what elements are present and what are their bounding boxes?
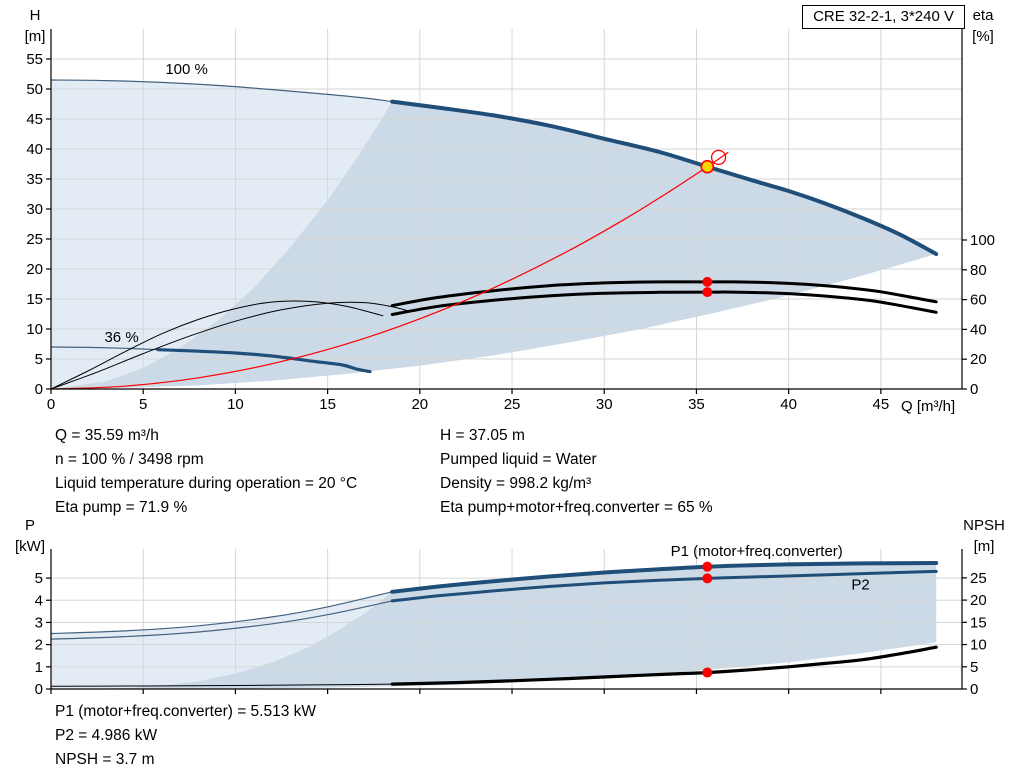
- y-left-tick-label: 35: [26, 171, 43, 188]
- pump-model-title: CRE 32-2-1, 3*240 V: [802, 5, 965, 29]
- operating-point-info-left: Q = 35.59 m³/h n = 100 % / 3498 rpm Liqu…: [55, 424, 357, 520]
- y-left-tick-label: 0: [35, 681, 43, 698]
- p1-point: [702, 561, 713, 572]
- x-tick-label: 25: [504, 396, 521, 413]
- eta-pump-point: [702, 276, 713, 287]
- y-left-tick-label: 30: [26, 201, 43, 218]
- npsh-axis-unit: [m]: [973, 538, 995, 555]
- power-npsh-info: P1 (motor+freq.converter) = 5.513 kW P2 …: [55, 700, 316, 772]
- x-tick-label: 35: [688, 396, 705, 413]
- info-line-q: Q = 35.59 m³/h: [55, 427, 159, 444]
- y-left-tick-label: 5: [35, 351, 43, 368]
- h-axis-unit: [m]: [24, 28, 46, 45]
- y-left-tick-label: 15: [26, 291, 43, 308]
- y-right-tick-label: 40: [970, 321, 987, 338]
- eta-axis-label: eta [%]: [962, 5, 1004, 47]
- y-left-tick-label: 2: [35, 637, 43, 654]
- info-line-p1: P1 (motor+freq.converter) = 5.513 kW: [55, 703, 317, 720]
- speed-envelope-main: [51, 101, 937, 389]
- npsh-curve-thin: [50, 683, 393, 687]
- p1-curve-thin: [50, 591, 393, 635]
- y-left-tick-label: 45: [26, 111, 43, 128]
- y-right-tick-label: 20: [970, 592, 987, 609]
- info-line-density: Density = 998.2 kg/m³: [440, 475, 592, 492]
- power-envelope-main: [51, 563, 937, 689]
- y-left-tick-label: 3: [35, 614, 43, 631]
- y-left-tick-label: 10: [26, 321, 43, 338]
- y-right-tick-label: 80: [970, 262, 987, 279]
- y-left-tick-label: 40: [26, 141, 43, 158]
- x-tick-label: 20: [411, 396, 428, 413]
- duty-point: [700, 159, 715, 174]
- x-tick-label: 0: [47, 396, 55, 413]
- npsh-axis-symbol: NPSH: [963, 517, 1005, 534]
- y-left-tick-label: 25: [26, 231, 43, 248]
- y-left-tick-label: 55: [26, 51, 43, 68]
- info-line-liquid: Pumped liquid = Water: [440, 451, 597, 468]
- x-tick-label: 40: [780, 396, 797, 413]
- info-line-temperature: Liquid temperature during operation = 20…: [55, 475, 358, 492]
- info-line-eta-pump: Eta pump = 71.9 %: [55, 499, 188, 516]
- eta-axis-symbol: eta: [972, 7, 994, 24]
- y-left-tick-label: 20: [26, 261, 43, 278]
- y-right-tick-label: 0: [970, 681, 978, 698]
- p2-point: [702, 573, 713, 584]
- x-tick-label: 10: [227, 396, 244, 413]
- eta-axis-unit: [%]: [972, 28, 994, 45]
- p2-curve-thin: [50, 600, 393, 640]
- chart-power: 0 1 2 3 4 5 0 5 10 15 20 25 P1 (motor+freq.converter…: [35, 543, 987, 698]
- eta-arc-b: [50, 301, 412, 390]
- info-line-h: H = 37.05 m: [440, 427, 525, 444]
- p-axis-symbol: P: [24, 517, 35, 534]
- y-right-tick-label: 10: [970, 637, 987, 654]
- y-right-tick-label: 60: [970, 292, 987, 309]
- y-left-tick-label: 0: [35, 381, 43, 398]
- y-left-tick-label: 50: [26, 81, 43, 98]
- y-right-tick-label: 25: [970, 570, 987, 587]
- y-right-tick-label: 15: [970, 614, 987, 631]
- operating-point-info-right: H = 37.05 m Pumped liquid = Water Densit…: [440, 424, 713, 520]
- eta-total-point: [702, 287, 713, 298]
- info-line-npsh: NPSH = 3.7 m: [55, 751, 155, 768]
- pump-curve-36pct: [156, 348, 372, 374]
- info-line-speed: n = 100 % / 3498 rpm: [55, 451, 204, 468]
- x-tick-label: 15: [319, 396, 336, 413]
- p1-label: P1 (motor+freq.converter): [671, 543, 843, 560]
- y-left-tick-label: 4: [35, 592, 43, 609]
- y-left-tick-label: 5: [35, 570, 43, 587]
- pump-curve-100pct-thin: [50, 79, 393, 103]
- q-axis-label: Q [m³/h]: [901, 398, 956, 415]
- p2-label: P2: [851, 576, 869, 593]
- x-tick-label: 45: [873, 396, 890, 413]
- x-tick-label: 30: [596, 396, 613, 413]
- control-curve: [50, 152, 729, 390]
- pump-curve-36pct-thin: [50, 346, 159, 351]
- chart-qh: 0 5 10 15 20 25 30 35 40 45 50 55 0 20 40 60 80 100 0 5 10 15…: [26, 29, 995, 413]
- npsh-point: [702, 667, 713, 678]
- p2-curve: [390, 569, 938, 603]
- y-right-tick-label: 20: [970, 351, 987, 368]
- h-axis-symbol: H: [29, 7, 41, 24]
- x-tick-label: 5: [139, 396, 147, 413]
- info-line-p2: P2 = 4.986 kW: [55, 727, 158, 744]
- duty-point-ring: [710, 149, 727, 166]
- p-axis-label: P [kW]: [8, 515, 52, 557]
- p-axis-unit: [kW]: [15, 538, 45, 555]
- y-right-tick-label: 100: [970, 232, 995, 249]
- h-axis-label: H [m]: [18, 5, 52, 47]
- speed-36-label: 36 %: [104, 329, 138, 346]
- y-left-tick-label: 1: [35, 659, 43, 676]
- speed-envelope-light: [51, 80, 393, 389]
- y-right-tick-label: 5: [970, 659, 978, 676]
- p1-curve: [390, 561, 939, 594]
- power-envelope-light: [51, 591, 393, 689]
- npsh-axis-label: NPSH [m]: [956, 515, 1012, 557]
- info-line-eta-total: Eta pump+motor+freq.converter = 65 %: [440, 499, 713, 516]
- y-right-tick-label: 0: [970, 381, 978, 398]
- speed-100-label: 100 %: [165, 61, 208, 78]
